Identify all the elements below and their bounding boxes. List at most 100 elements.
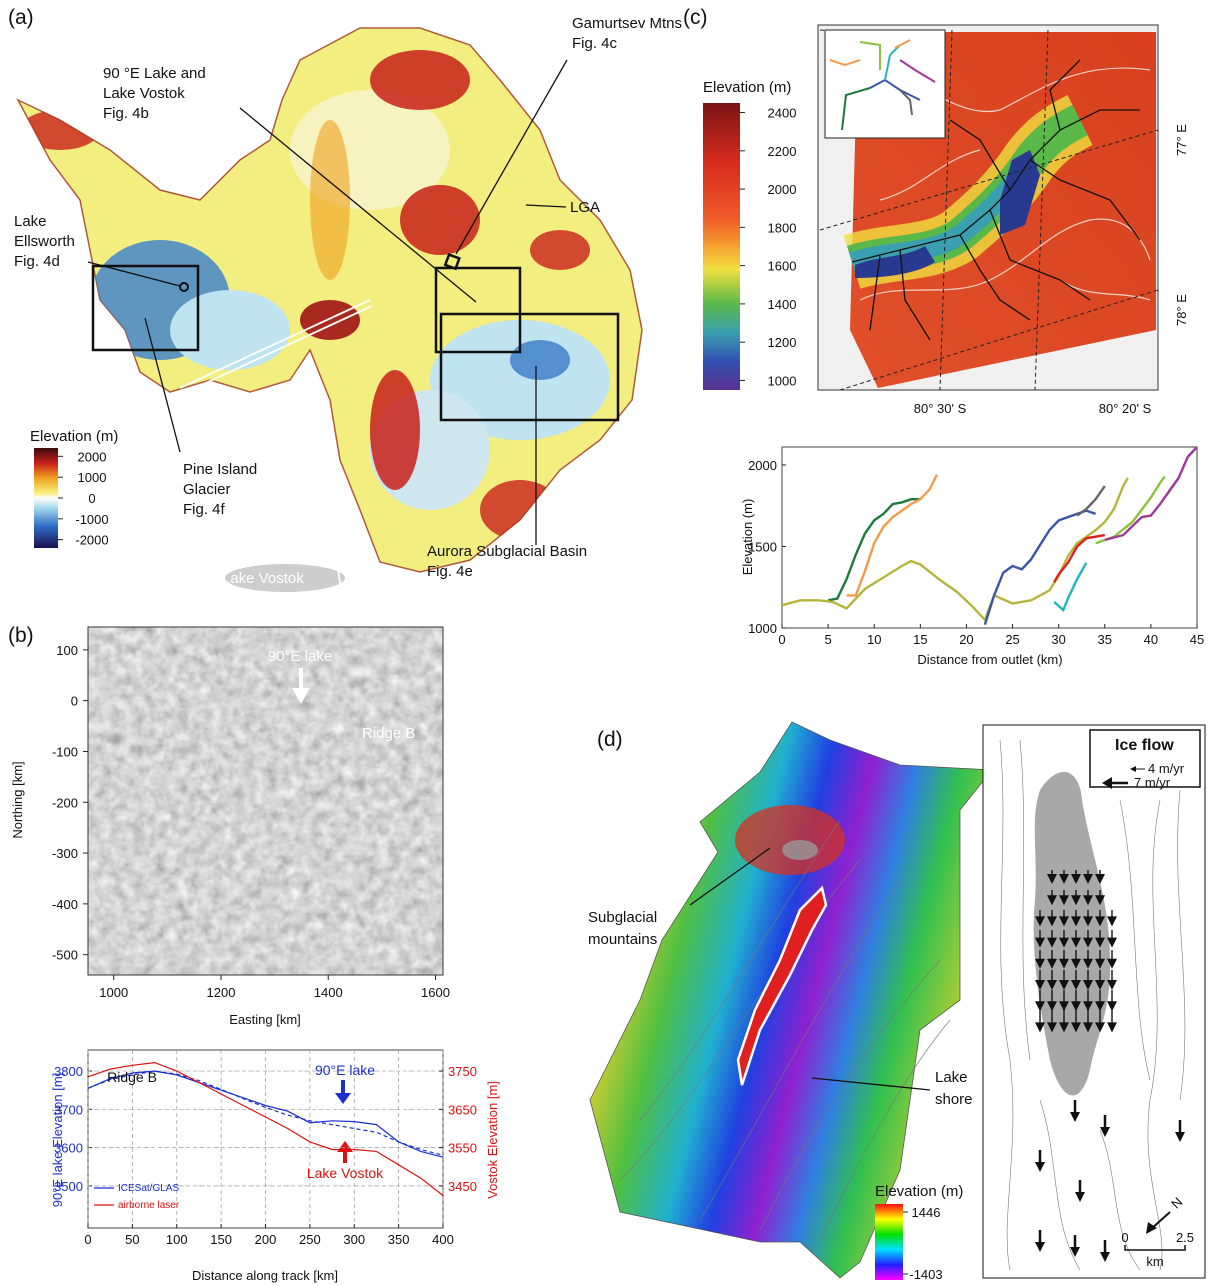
y-tick-label: 100 [56,643,78,658]
x-tick-label: 10 [867,632,881,647]
legend-title: Ice flow [1115,737,1174,754]
arrow [337,1141,353,1152]
colorbar-label: 2400 [768,106,797,121]
ellipse [370,370,420,490]
ellipse [310,120,350,280]
x-tick-label: 25 [1005,632,1019,647]
y-axis-label: Elevation (m) [740,499,755,576]
panel-label: (b) [8,624,34,647]
x-tick-label: 350 [388,1232,410,1247]
scale-label: 0 [1121,1230,1128,1245]
annotation: Aurora Subglacial Basin [427,543,587,560]
annotation: Ridge B [362,725,415,742]
panel-c: (c) 80° 30' S 80° 20' S 77° E 78° E Elev… [683,6,1189,416]
lon-label: 77° E [1174,124,1189,156]
colorbar-title: Elevation (m) [875,1183,963,1200]
y-tick-label: 0 [71,694,78,709]
ellipse [170,290,290,370]
annotation: Fig. 4c [572,35,618,52]
series-line [828,499,920,600]
colorbar [875,1204,903,1280]
x-tick-label: 40 [1144,632,1158,647]
y-tick-label: -400 [52,897,78,912]
x-tick-label: 300 [343,1232,365,1247]
x-tick-label: 200 [255,1232,277,1247]
x-tick-label: 400 [432,1232,454,1247]
colorbar-label: 2000 [768,182,797,197]
y-tick-label: 2000 [748,458,777,473]
x-tick-label: 0 [778,632,785,647]
y-tick-label: -300 [52,846,78,861]
ellipse [480,480,560,540]
x-tick-label: 0 [84,1232,91,1247]
annotation: Lake [935,1069,968,1086]
lon-label: 78° E [1174,294,1189,326]
y-tick-label: -100 [52,744,78,759]
annotation: Fig. 4f [183,501,226,518]
colorbar-label: 1400 [768,297,797,312]
ellipse [20,110,100,150]
annotation: Lake [14,213,47,230]
colorbar-label: 0 [88,491,95,506]
x-tick-label: 150 [210,1232,232,1247]
annotation: Ellsworth [14,233,75,250]
colorbar [703,103,740,390]
colorbar [34,448,58,548]
colorbar-label: -2000 [75,533,108,548]
lat-label: 80° 30' S [914,401,967,416]
panel-a: (a) Gamurtsev Mtns Fig. 4c 90 °E Lake an… [8,6,682,580]
colorbar-title: Elevation (m) [30,428,118,445]
shaded-relief [88,627,443,975]
ellipse [530,230,590,270]
series-line [1105,447,1197,540]
panel-d: (d) Subglacial mountains Lake shore Elev… [588,722,1205,1280]
mountains [782,840,818,860]
x-tick-label: 20 [959,632,973,647]
x-tick-label: 35 [1098,632,1112,647]
x-tick-label: 1200 [207,985,236,1000]
colorbar-label: 1600 [768,259,797,274]
ellipse [370,50,470,110]
colorbar-label: 1446 [912,1205,941,1220]
legend-entry: 4 m/yr [1148,761,1185,776]
scale-label: 2.5 [1176,1230,1194,1245]
annotation: Ridge B [107,1069,157,1085]
series-line [985,511,1096,625]
x-tick-label: 50 [125,1232,139,1247]
colorbar-label: 1000 [78,470,107,485]
colorbar-label: 1200 [768,335,797,350]
annotation: Glacier [183,481,231,498]
lat-label: 80° 20' S [1099,401,1152,416]
x-axis-label: Distance from outlet (km) [917,652,1062,667]
colorbar-label: 1800 [768,220,797,235]
figure: (a) Gamurtsev Mtns Fig. 4c 90 °E Lake an… [0,0,1213,1286]
x-tick-label: 1000 [99,985,128,1000]
colorbar-label: -1000 [75,512,108,527]
y2-tick-label: 3750 [448,1064,477,1079]
scale-label: km [1146,1254,1163,1269]
annotation: 90 °E Lake and [103,65,206,82]
x-tick-label: 30 [1051,632,1065,647]
y2-tick-label: 3450 [448,1179,477,1194]
y-tick-label: 1000 [748,621,777,636]
colorbar-label: -1403 [909,1267,942,1282]
colorbar-title: Elevation (m) [703,79,791,96]
series-line [847,475,937,596]
ellipse [400,185,480,255]
annotation: Lake Vostok [103,85,185,102]
x-tick-label: 100 [166,1232,188,1247]
y2-tick-label: 3550 [448,1141,477,1156]
annotation: 90°E lake [268,648,332,665]
annotation: LGA [570,199,600,216]
panel-label: (c) [683,6,708,29]
series-line [1054,563,1086,610]
colorbar-label: 1000 [768,373,797,388]
panel-label: (a) [8,6,34,29]
mountains [735,805,845,875]
annotation: mountains [588,931,657,948]
legend-entry: 7 m/yr [1134,775,1171,790]
legend-entry: ICESat/GLAS [118,1183,179,1194]
annotation: Fig. 4e [427,563,473,580]
plot-frame [782,447,1197,628]
y2-tick-label: 3650 [448,1102,477,1117]
